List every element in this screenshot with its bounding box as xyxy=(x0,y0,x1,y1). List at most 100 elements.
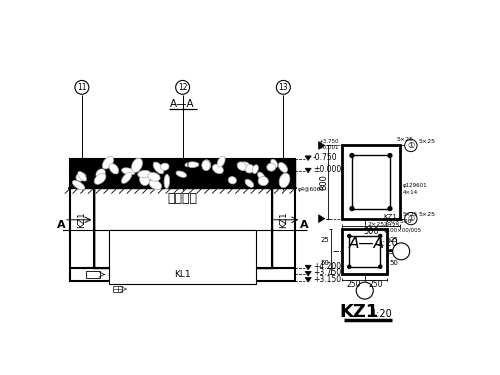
Bar xyxy=(113,286,122,292)
Text: 50: 50 xyxy=(320,260,329,266)
Ellipse shape xyxy=(94,173,106,184)
Bar xyxy=(224,159,240,165)
Text: 4H25: 4H25 xyxy=(384,224,400,228)
Bar xyxy=(130,274,146,280)
Bar xyxy=(70,165,78,171)
Circle shape xyxy=(348,234,351,237)
Bar xyxy=(224,268,240,274)
Bar xyxy=(164,165,180,171)
Text: 500×500: 500×500 xyxy=(384,219,412,224)
Bar xyxy=(122,268,138,274)
Bar xyxy=(198,165,215,171)
Ellipse shape xyxy=(279,173,290,188)
Ellipse shape xyxy=(149,180,162,190)
Bar xyxy=(88,159,104,165)
Bar xyxy=(215,165,232,171)
Ellipse shape xyxy=(245,179,254,188)
Bar xyxy=(266,165,283,171)
Ellipse shape xyxy=(271,159,278,168)
Bar xyxy=(250,165,266,171)
Circle shape xyxy=(176,80,190,94)
Circle shape xyxy=(348,265,351,268)
Text: ①: ① xyxy=(407,214,414,223)
Bar xyxy=(138,268,155,274)
Bar xyxy=(215,274,232,280)
Ellipse shape xyxy=(102,156,114,169)
Bar xyxy=(113,165,130,171)
Bar xyxy=(172,159,189,165)
Bar xyxy=(156,268,172,274)
Text: -0.750: -0.750 xyxy=(313,153,338,162)
Ellipse shape xyxy=(76,173,86,181)
Bar xyxy=(79,274,96,280)
Bar xyxy=(94,171,272,268)
Ellipse shape xyxy=(212,164,224,174)
Ellipse shape xyxy=(258,172,265,181)
Ellipse shape xyxy=(185,162,199,168)
Text: ①: ① xyxy=(407,141,414,150)
Bar xyxy=(342,146,400,219)
Circle shape xyxy=(350,154,354,158)
Bar xyxy=(284,165,295,171)
Ellipse shape xyxy=(132,158,142,172)
Ellipse shape xyxy=(238,162,250,171)
Text: KL1: KL1 xyxy=(174,270,191,279)
Text: 500: 500 xyxy=(363,227,379,236)
Bar xyxy=(206,268,224,274)
Ellipse shape xyxy=(164,174,170,189)
Bar xyxy=(122,159,138,165)
Polygon shape xyxy=(305,265,312,270)
Bar xyxy=(86,271,100,278)
Polygon shape xyxy=(305,168,312,173)
Polygon shape xyxy=(305,156,312,160)
Ellipse shape xyxy=(96,169,106,178)
Ellipse shape xyxy=(148,172,160,181)
Bar xyxy=(198,274,215,280)
Text: 4×14: 4×14 xyxy=(402,190,417,195)
Bar xyxy=(206,159,224,165)
Text: 5×25: 5×25 xyxy=(402,212,417,217)
Bar xyxy=(96,274,112,280)
Polygon shape xyxy=(305,278,312,282)
Circle shape xyxy=(378,234,382,237)
Ellipse shape xyxy=(153,162,164,174)
Text: 250: 250 xyxy=(368,280,383,289)
Ellipse shape xyxy=(267,163,276,171)
Text: 25: 25 xyxy=(390,237,398,243)
Text: KZ1: KZ1 xyxy=(279,211,288,228)
Bar xyxy=(147,274,164,280)
Text: 1:20: 1:20 xyxy=(371,309,392,319)
Text: 5×25: 5×25 xyxy=(418,139,436,144)
Bar xyxy=(70,268,295,280)
Text: 1:20: 1:20 xyxy=(377,238,399,248)
Text: A: A xyxy=(56,220,66,230)
Bar xyxy=(156,159,172,165)
Circle shape xyxy=(356,282,374,299)
Bar xyxy=(190,268,206,274)
Polygon shape xyxy=(318,142,325,149)
Text: φ129601: φ129601 xyxy=(402,183,427,188)
Circle shape xyxy=(404,140,417,152)
Bar xyxy=(104,159,121,165)
Bar xyxy=(70,159,295,188)
Bar xyxy=(130,165,146,171)
Text: +3.150: +3.150 xyxy=(313,274,341,284)
Text: 11: 11 xyxy=(77,83,86,92)
Ellipse shape xyxy=(122,168,135,175)
Circle shape xyxy=(404,213,417,225)
Circle shape xyxy=(378,265,382,268)
Circle shape xyxy=(392,243,409,260)
Polygon shape xyxy=(318,215,325,222)
Text: KZ1: KZ1 xyxy=(384,214,397,220)
Bar xyxy=(272,171,295,268)
Circle shape xyxy=(75,80,89,94)
Bar xyxy=(88,268,104,274)
Circle shape xyxy=(388,207,392,210)
Bar xyxy=(284,274,295,280)
Bar xyxy=(190,159,206,165)
Bar xyxy=(70,159,295,171)
Text: 25: 25 xyxy=(320,237,329,243)
Ellipse shape xyxy=(252,165,258,174)
Text: +0.001: +0.001 xyxy=(318,145,339,150)
Bar xyxy=(70,171,94,268)
